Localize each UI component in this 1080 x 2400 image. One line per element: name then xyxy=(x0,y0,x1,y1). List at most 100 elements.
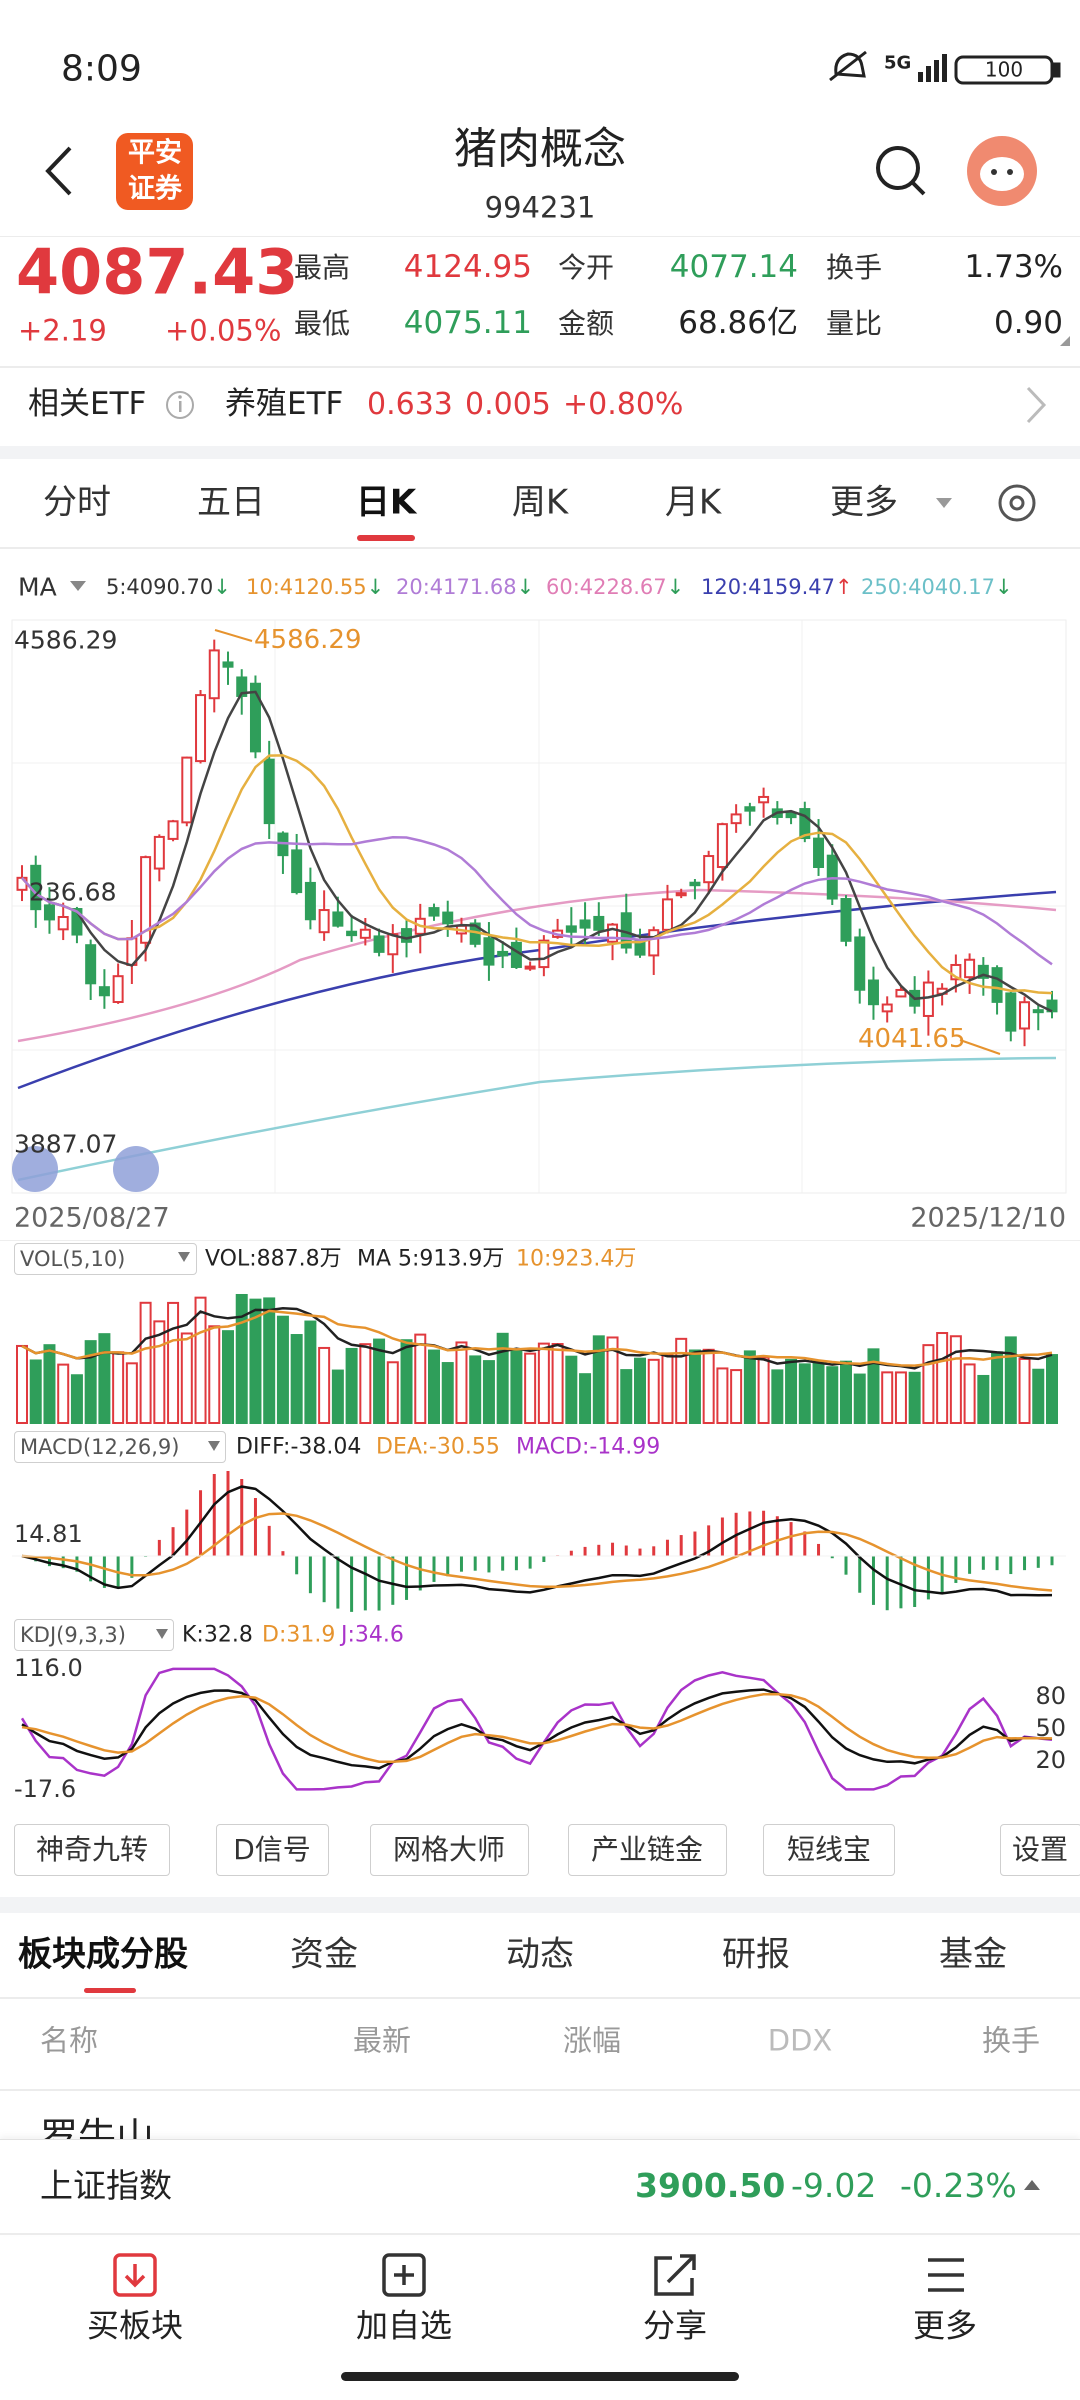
field-value: 4075.11 xyxy=(403,305,532,342)
settings-icon[interactable] xyxy=(998,484,1036,522)
volume-bar xyxy=(963,1363,976,1425)
expand-button[interactable] xyxy=(12,1146,58,1192)
fullscreen-button[interactable] xyxy=(113,1146,159,1192)
date-label: 2025/08/27 xyxy=(14,1202,170,1234)
tool-button[interactable]: D信号 xyxy=(233,1832,311,1866)
candle-body xyxy=(703,855,715,884)
tool-button[interactable]: 短线宝 xyxy=(786,1832,872,1866)
section-tab[interactable]: 动态 xyxy=(506,1934,574,1975)
period-tab[interactable]: 月K xyxy=(664,482,722,523)
volume-bar xyxy=(661,1353,674,1425)
ma-arrow[interactable] xyxy=(70,581,86,591)
volume-bar xyxy=(592,1335,605,1425)
candle-body xyxy=(689,881,701,887)
period-tab[interactable]: 五日 xyxy=(197,482,265,523)
nav-label[interactable]: 更多 xyxy=(912,2306,978,2345)
candle-body xyxy=(222,661,234,668)
period-tab[interactable]: 周K xyxy=(511,482,569,523)
volume-bar xyxy=(524,1352,537,1424)
section-tab[interactable]: 基金 xyxy=(939,1934,1007,1975)
candle-body xyxy=(607,923,619,943)
vol-value: VOL:887.8万 xyxy=(205,1246,342,1272)
column-header[interactable]: DDX xyxy=(767,2023,833,2058)
candle-body xyxy=(593,915,605,931)
candle-body xyxy=(661,898,673,931)
period-tab[interactable]: 更多 xyxy=(830,482,898,523)
etf-name[interactable]: 养殖ETF xyxy=(225,386,344,423)
tool-button[interactable]: 设置 xyxy=(1011,1832,1069,1866)
candle-body xyxy=(153,835,165,870)
volume-bar xyxy=(496,1332,509,1425)
candle-body xyxy=(497,950,509,957)
candle-body xyxy=(510,941,522,968)
indicator-name[interactable]: MACD(12,26,9) xyxy=(20,1434,180,1459)
tool-button[interactable]: 神奇九转 xyxy=(35,1832,149,1866)
chevron[interactable] xyxy=(1026,386,1047,424)
ma-value: 250:4040.17↓ xyxy=(861,574,1013,599)
column-header[interactable]: 最新 xyxy=(352,2023,412,2058)
candle-body xyxy=(881,1003,893,1013)
nav-icons[interactable] xyxy=(113,2253,964,2297)
etf-change: 0.005 xyxy=(465,386,551,422)
candle-body xyxy=(675,892,687,897)
volume-bar xyxy=(57,1363,70,1425)
tool-button[interactable]: 网格大师 xyxy=(392,1832,506,1866)
volume-bar xyxy=(70,1374,83,1424)
column-header[interactable]: 换手 xyxy=(981,2023,1040,2058)
kdj-level: 80 xyxy=(1035,1682,1066,1711)
macd-value: MACD:-14.99 xyxy=(516,1434,661,1460)
volume-bar xyxy=(194,1296,207,1424)
column-header[interactable]: 涨幅 xyxy=(562,2023,622,2058)
candle-body xyxy=(565,925,577,933)
etf-price: 0.633 xyxy=(367,386,453,422)
volume-bar xyxy=(537,1342,550,1425)
indicator-name[interactable]: KDJ(9,3,3) xyxy=(20,1622,126,1647)
index-bar[interactable]: 上证指数 3900.50 -9.02 -0.23% xyxy=(0,2139,1080,2235)
index-arrow[interactable] xyxy=(1022,2178,1042,2192)
period-tab[interactable]: 分时 xyxy=(43,482,111,523)
volume-bar xyxy=(139,1301,152,1425)
ma20-line xyxy=(21,836,1053,966)
network: 5G xyxy=(884,52,912,74)
price-axis-label: 3887.07 xyxy=(14,1129,118,1159)
ma5-line xyxy=(21,690,1053,1013)
volume-bar xyxy=(867,1348,880,1424)
volume-bar xyxy=(798,1363,811,1425)
volume-bar xyxy=(441,1362,454,1425)
indicator-name[interactable]: VOL(5,10) xyxy=(20,1246,126,1271)
field-label: 金额 xyxy=(558,306,615,340)
info-icon[interactable] xyxy=(166,391,194,419)
candle-body xyxy=(140,856,152,944)
change: +2.19 xyxy=(18,313,107,348)
avatar[interactable] xyxy=(967,136,1037,206)
more-arrow[interactable] xyxy=(936,498,952,508)
volume-bar xyxy=(1004,1336,1017,1424)
tool-button[interactable]: 产业链金 xyxy=(590,1832,704,1866)
section-tab[interactable]: 资金 xyxy=(290,1934,358,1975)
candle-body xyxy=(57,916,69,931)
volume-bar xyxy=(428,1349,440,1424)
section-tab[interactable]: 板块成分股 xyxy=(18,1934,188,1975)
period-tab[interactable]: 日K xyxy=(355,482,417,523)
nav-label[interactable]: 分享 xyxy=(642,2306,708,2345)
volume-bar xyxy=(386,1361,399,1424)
nav-label[interactable]: 加自选 xyxy=(355,2306,453,2345)
column-header[interactable]: 名称 xyxy=(40,2023,99,2058)
back-icon[interactable] xyxy=(45,146,72,196)
candle-body xyxy=(977,964,989,979)
ma-label[interactable]: MA xyxy=(18,572,57,602)
search-icon[interactable] xyxy=(876,146,926,196)
price-axis-label: 4586.29 xyxy=(14,625,118,655)
volume-bar xyxy=(249,1298,262,1425)
candle-body xyxy=(249,682,261,753)
nav-label[interactable]: 买板块 xyxy=(86,2306,184,2345)
volume-bar xyxy=(757,1356,770,1425)
volume-bar xyxy=(840,1360,852,1425)
ma-value: 60:4228.67↓ xyxy=(546,574,685,599)
title: 猪肉概念 xyxy=(454,124,626,175)
section-tab[interactable]: 研报 xyxy=(722,1934,790,1975)
volume-bar xyxy=(125,1362,138,1424)
volume-bar xyxy=(785,1358,798,1425)
ma-value: 120:4159.47↑ xyxy=(701,574,853,599)
